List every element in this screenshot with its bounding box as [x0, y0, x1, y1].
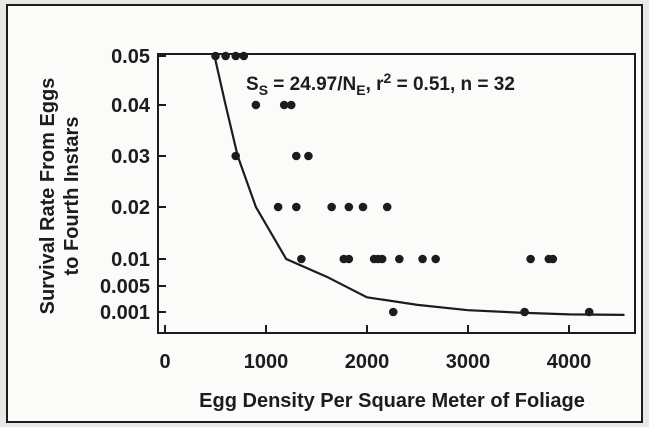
y-tick-label: 0.01	[111, 249, 150, 271]
data-point	[231, 151, 240, 161]
data-point	[344, 254, 354, 264]
data-point	[297, 254, 306, 264]
data-point	[327, 202, 336, 212]
y-tick-label: 0.001	[100, 302, 150, 324]
data-point	[395, 254, 404, 264]
data-point	[526, 254, 535, 264]
y-tick-label: 0.04	[111, 95, 151, 117]
data-point	[548, 254, 558, 264]
figure-panel: 0 1000 2000 3000 4000 0.05 0.04 0.03 0.02 0.01 0.…	[6, 4, 643, 423]
y-tick-label: 0.005	[100, 276, 150, 298]
data-point	[286, 100, 296, 110]
survival-rate-chart: 0 1000 2000 3000 4000 0.050.040.030.020.010.…	[37, 46, 636, 412]
data-point	[279, 100, 289, 110]
x-axis-title: Egg Density Per Square Meter of Foliage	[199, 390, 585, 412]
y-axis-title: Survival Rate From Eggs to Fourth Instar…	[37, 78, 83, 315]
data-point	[388, 307, 398, 317]
x-tick-label: 1000	[244, 351, 289, 373]
data-point	[211, 51, 220, 61]
y-tick-label: 0.02	[111, 197, 150, 219]
x-tick-label: 3000	[446, 351, 491, 373]
x-tick-label: 4000	[547, 351, 592, 373]
data-point	[273, 202, 283, 212]
plot-frame	[157, 53, 636, 334]
data-point	[382, 202, 392, 212]
x-tick-label: 2000	[345, 351, 390, 373]
data-points	[211, 51, 594, 317]
data-point	[239, 51, 249, 61]
data-point	[292, 151, 301, 161]
data-point	[418, 254, 427, 264]
axes	[157, 53, 636, 334]
y-axis-title-line-2: to Fourth Instars	[61, 117, 83, 276]
data-point	[251, 100, 261, 110]
y-tick-labels: 0.05 0.04 0.03 0.02 0.01 0.005 0.001	[100, 46, 151, 324]
data-point	[431, 254, 440, 264]
data-point	[292, 202, 301, 212]
data-point	[304, 151, 313, 161]
data-point	[584, 307, 594, 317]
data-point	[377, 254, 387, 264]
y-tick-label: 0.03	[111, 146, 150, 168]
y-tick-label: 0.05	[111, 46, 150, 68]
data-point	[358, 202, 368, 212]
data-point	[221, 51, 230, 61]
data-point	[520, 307, 529, 317]
equation-annotation: SS = 24.97/NE, r2 = 0.51, n = 32	[246, 70, 515, 98]
y-axis-title-line-1: Survival Rate From Eggs	[37, 78, 59, 315]
data-point	[344, 202, 354, 212]
data-point	[231, 51, 240, 61]
x-tick-labels: 0 1000 2000 3000 4000	[159, 351, 591, 373]
x-tick-label: 0	[159, 351, 170, 373]
